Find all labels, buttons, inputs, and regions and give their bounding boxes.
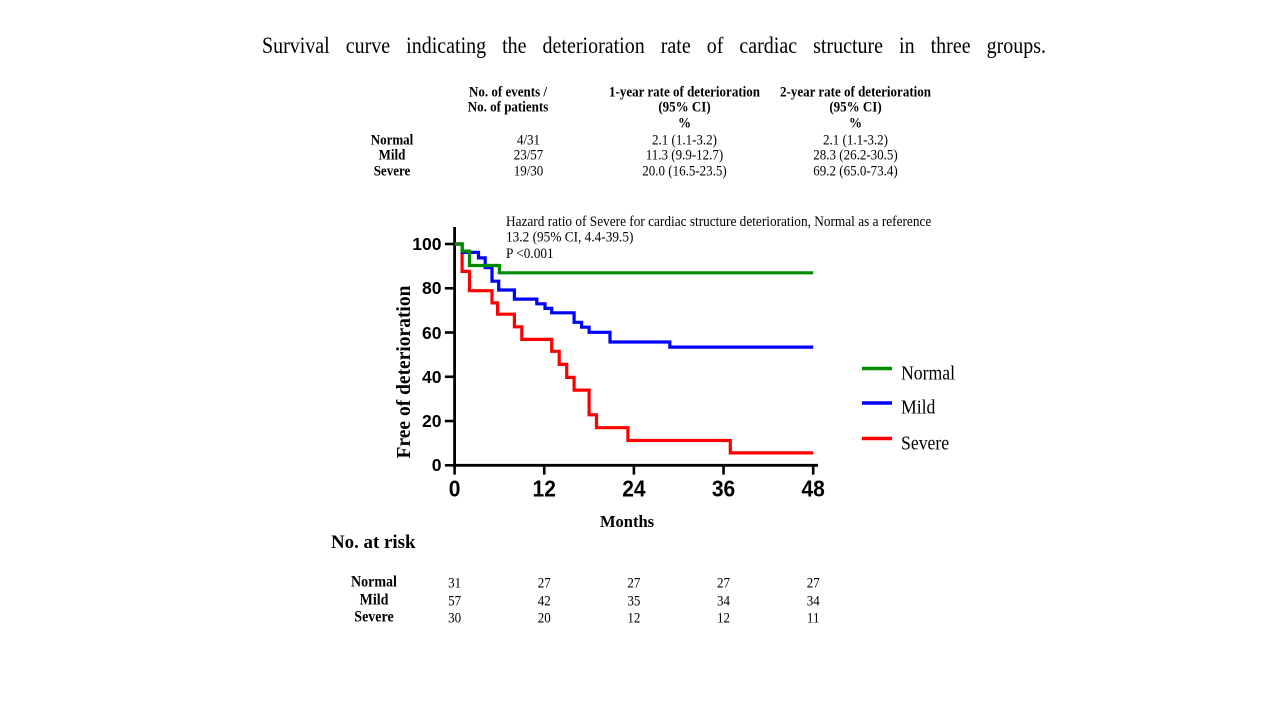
risk-count: 31 [448, 574, 462, 591]
annotation-line: 13.2 (95% CI, 4.4-39.5) [506, 229, 634, 246]
risk-count: 34 [806, 591, 820, 609]
stats-events-value: 19/30 [513, 161, 544, 179]
stats-col-header: 2-year rate of deterioration [779, 82, 931, 100]
risk-row-label: Mild [359, 591, 389, 609]
risk-count: 20 [537, 609, 551, 626]
y-tick-label: 0 [431, 455, 442, 476]
y-tick-label: 20 [422, 411, 442, 432]
risk-count: 35 [627, 591, 641, 609]
x-tick-label: 48 [801, 476, 825, 503]
risk-count: 30 [448, 609, 462, 626]
stats-col-header: % [678, 113, 691, 131]
stats-col-header: (95% CI) [829, 98, 882, 116]
risk-count: 27 [806, 574, 820, 591]
stats-1yr-value: 11.3 (9.9-12.7) [645, 146, 724, 164]
x-tick-label: 0 [448, 476, 461, 503]
stats-2yr-value: 2.1 (1.1-3.2) [823, 130, 888, 148]
risk-row-label: Severe [354, 609, 394, 626]
curve-normal [454, 242, 814, 275]
curve-mild [454, 242, 814, 349]
stats-col-header: 1-year rate of deterioration [608, 82, 760, 100]
stats-row-label: Mild [378, 146, 406, 164]
risk-count: 34 [717, 591, 731, 609]
stats-1yr-value: 20.0 (16.5-23.5) [642, 161, 727, 179]
risk-count: 27 [717, 574, 731, 591]
y-tick-label: 80 [422, 278, 442, 299]
risk-count: 27 [537, 574, 551, 591]
hazard-ratio-annotation: Hazard ratio of Severe for cardiac struc… [506, 213, 932, 262]
stats-events-value: 4/31 [516, 130, 541, 148]
x-tick-label: 24 [622, 476, 646, 503]
annotation-line: P <0.001 [506, 244, 554, 262]
legend-label-mild: Mild [901, 395, 936, 419]
risk-row-label: Normal [351, 574, 397, 591]
risk-count: 57 [448, 591, 462, 609]
legend-label-severe: Severe [901, 431, 950, 454]
stats-events-value: 23/57 [513, 146, 544, 164]
stats-col-header: % [849, 113, 862, 131]
stats-2yr-value: 28.3 (26.2-30.5) [813, 146, 898, 164]
risk-count: 27 [627, 574, 641, 591]
stats-col-header: (95% CI) [658, 98, 711, 116]
risk-count: 42 [537, 591, 551, 609]
annotation-line: Hazard ratio of Severe for cardiac struc… [506, 213, 932, 230]
stats-1yr-value: 2.1 (1.1-3.2) [652, 130, 717, 148]
risk-count: 12 [717, 609, 731, 626]
stats-row-label: Normal [370, 130, 414, 148]
figure-title: Survival curve indicating the deteriorat… [261, 33, 1047, 59]
curve-severe [454, 242, 814, 455]
x-tick-label: 12 [532, 476, 556, 503]
risk-table-title: No. at risk [331, 532, 416, 553]
x-axis-label: Months [599, 512, 655, 531]
x-tick-label: 36 [711, 476, 736, 503]
risk-count: 11 [806, 609, 820, 626]
stats-col-header: No. of events / [469, 82, 547, 100]
stats-col-header: No. of patients [467, 98, 549, 116]
risk-count: 12 [627, 609, 641, 626]
stats-2yr-value: 69.2 (65.0-73.4) [813, 161, 898, 179]
y-tick-label: 40 [422, 366, 442, 387]
legend-label-normal: Normal [901, 361, 956, 384]
y-tick-label: 100 [412, 234, 442, 254]
stats-row-label: Severe [373, 161, 411, 179]
y-tick-label: 60 [422, 322, 442, 343]
